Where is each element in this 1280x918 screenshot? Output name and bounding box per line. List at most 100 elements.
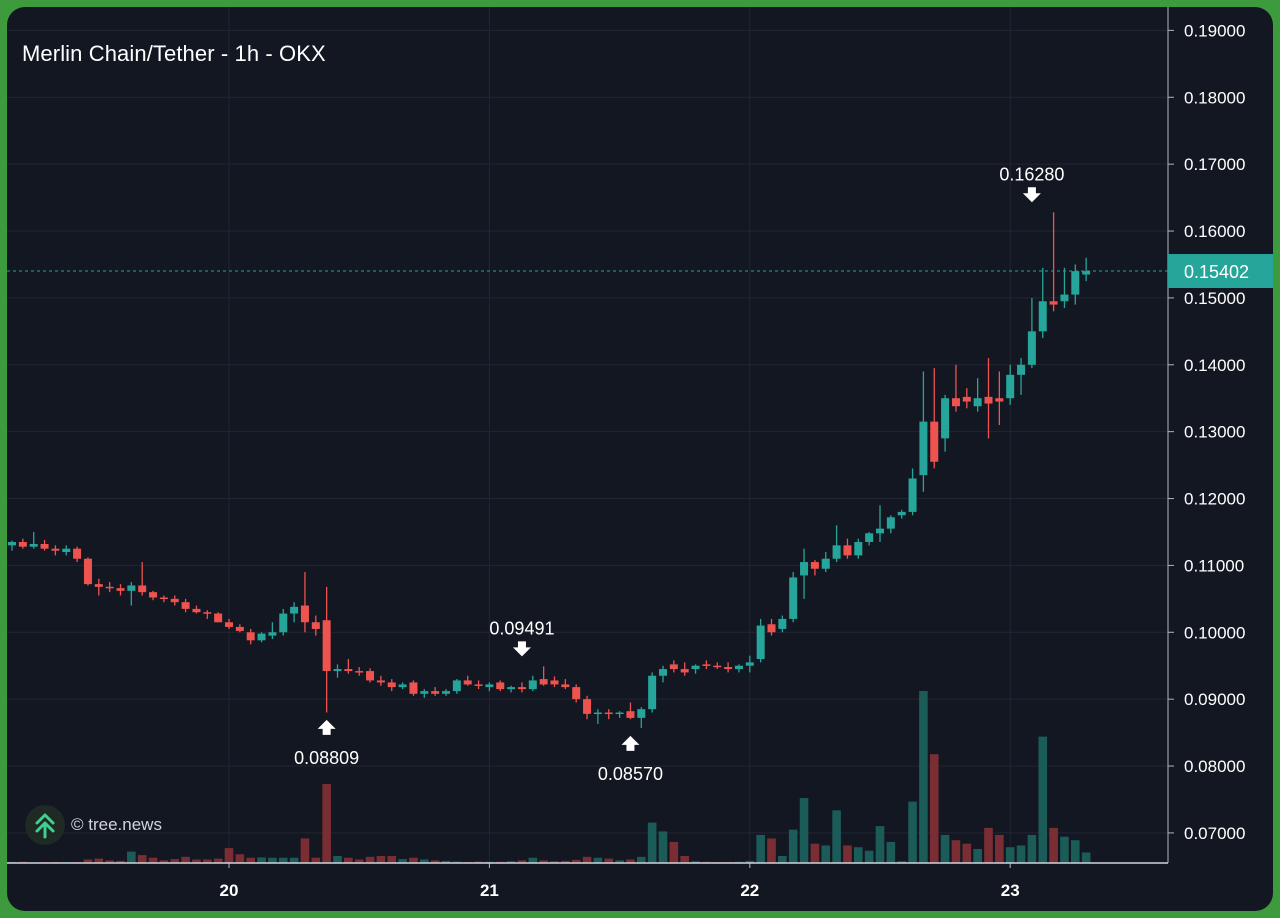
volume-bar: [203, 859, 212, 863]
candle-body: [40, 544, 49, 549]
candle-body: [203, 612, 212, 614]
volume-bar: [1081, 852, 1091, 863]
candle-body: [995, 398, 1004, 402]
volume-bar: [832, 810, 841, 863]
candle-body: [127, 585, 136, 591]
candle-body: [181, 602, 190, 609]
candle-body: [225, 622, 233, 627]
volume-bar: [582, 856, 592, 863]
volume-bar: [376, 855, 386, 863]
candle-body: [452, 680, 461, 692]
candle-body: [832, 545, 841, 559]
volume-bar: [1060, 836, 1069, 863]
volume-bar: [647, 822, 657, 863]
candle-body: [8, 542, 16, 546]
volume-bar: [224, 848, 234, 863]
volume-bar: [919, 691, 928, 863]
volume-bar: [300, 838, 310, 863]
volume-bar: [929, 754, 939, 863]
candle-body: [1060, 294, 1069, 302]
candle-body: [398, 684, 407, 688]
volume-bar: [257, 857, 266, 863]
volume-bar: [810, 843, 820, 863]
candle-body: [680, 669, 689, 673]
candle-body: [333, 669, 342, 672]
candle-body: [1071, 271, 1080, 295]
candle-body: [138, 585, 147, 593]
candle-body: [876, 528, 884, 534]
candle-body: [420, 691, 429, 694]
arrow-up-icon: [621, 735, 640, 751]
y-tick-label: 0.09000: [1184, 690, 1245, 709]
volume-bar: [940, 834, 950, 863]
volume-bar: [1071, 840, 1080, 863]
candle-body: [431, 691, 440, 694]
candle-body: [62, 548, 71, 553]
volume-bar: [420, 859, 429, 863]
volume-bar: [398, 859, 407, 863]
volume-bar: [799, 798, 809, 863]
volume-bar: [1027, 834, 1037, 863]
volume-bar: [550, 861, 559, 863]
volume-bar: [843, 845, 852, 863]
volume-bar: [658, 831, 668, 863]
candle-body: [886, 517, 895, 529]
volume-bar: [159, 860, 169, 863]
volume-bar: [637, 856, 646, 863]
y-tick-label: 0.07000: [1184, 824, 1245, 843]
volume-bar: [593, 857, 603, 863]
candle-body: [615, 712, 624, 715]
candle-body: [159, 597, 168, 600]
volume-bar: [430, 860, 440, 863]
candle-body: [355, 671, 364, 673]
candle-body: [962, 396, 971, 402]
candle-body: [648, 675, 657, 710]
x-tick-label: 22: [740, 881, 759, 900]
arrow-up-icon: [317, 719, 336, 735]
volume-bar: [409, 857, 418, 863]
volume-bar: [289, 857, 299, 863]
candle-body: [659, 669, 667, 676]
candle-body: [366, 671, 375, 681]
candle-body: [626, 711, 635, 718]
x-tick-label: 20: [220, 881, 239, 900]
volume-bar: [897, 861, 906, 863]
price-annotation-label: 0.08570: [598, 764, 663, 784]
volume-bar: [745, 860, 755, 863]
volume-bar: [83, 859, 93, 863]
volume-bar: [235, 854, 245, 863]
volume-bar: [854, 847, 863, 863]
volume-bar: [788, 829, 798, 863]
arrow-down-icon: [512, 641, 531, 657]
candle-body: [572, 687, 581, 700]
candle-body: [908, 478, 917, 512]
volume-bar: [875, 826, 885, 863]
candle-body: [1038, 301, 1047, 332]
candle-body: [496, 682, 505, 690]
candle-body: [637, 709, 646, 718]
y-tick-label: 0.18000: [1184, 88, 1245, 107]
candle-body: [973, 398, 982, 407]
volume-bar: [680, 855, 689, 863]
volume-bar: [561, 860, 570, 863]
volume-bar: [94, 858, 104, 863]
volume-bar: [995, 834, 1004, 863]
volume-bar: [571, 859, 581, 863]
chart-title: Merlin Chain/Tether - 1h - OKX: [22, 41, 326, 66]
candle-body: [18, 542, 27, 547]
y-tick-label: 0.19000: [1184, 21, 1245, 40]
candlestick-chart[interactable]: 0.19000 0.18000 0.17000 0.16000 0.15000 0.140…: [7, 7, 1273, 911]
y-tick-label: 0.13000: [1184, 423, 1245, 442]
volume-bar: [756, 834, 765, 863]
volume-bar: [864, 850, 874, 863]
volume-bar: [1005, 847, 1015, 863]
volume-bar: [441, 860, 451, 863]
candle-body: [854, 542, 863, 556]
y-tick-label: 0.11000: [1184, 556, 1244, 575]
candle-body: [268, 632, 277, 636]
candle-body: [800, 562, 809, 576]
candle-body: [463, 680, 472, 685]
candle-body: [51, 548, 60, 551]
candle-body: [311, 622, 320, 629]
y-tick-label: 0.12000: [1184, 490, 1245, 509]
